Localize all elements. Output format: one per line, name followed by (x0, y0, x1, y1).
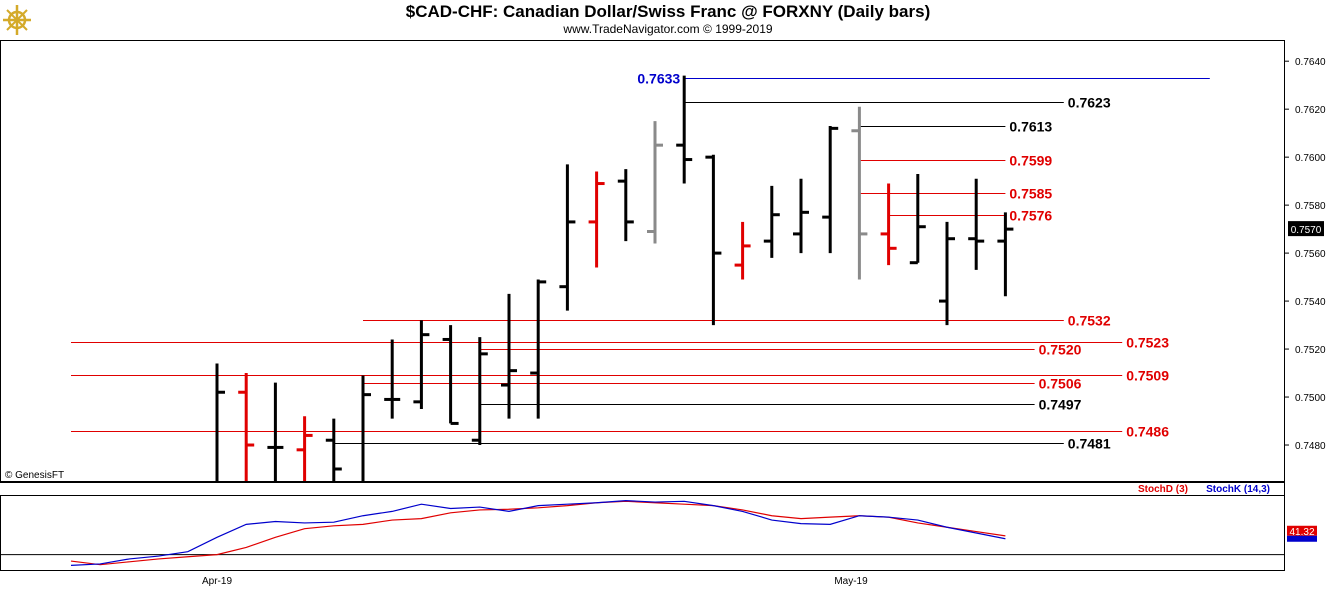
ohlc-bar (588, 171, 605, 268)
indicator-last-tag: 41.32 (1287, 525, 1317, 542)
ohlc-bar (530, 279, 547, 419)
ohlc-bar (676, 75, 693, 184)
stochk-tag (1287, 535, 1317, 542)
copyright-text: © GenesisFT (5, 470, 64, 481)
level-label: 0.7599 (1009, 153, 1052, 169)
level-label: 0.7613 (1009, 119, 1052, 135)
y-tick-label: 0.7600 (1295, 153, 1326, 164)
x-label-may: May-19 (834, 576, 868, 587)
ohlc-bar (968, 178, 985, 270)
stochd-line (70, 500, 1006, 566)
ohlc-bar (734, 221, 751, 280)
ohlc-bar (238, 373, 255, 481)
ohlc-bar (939, 221, 955, 326)
stochk-line (70, 499, 1006, 566)
level-label: 0.7633 (637, 71, 680, 87)
ohlc-bar (997, 212, 1014, 297)
level-label: 0.7623 (1068, 95, 1111, 111)
stochd-tag (1287, 525, 1317, 536)
ohlc-bar (763, 185, 780, 258)
price-axis: 0.7640 0.7620 0.7600 0.7580 0.7560 0.7540 0.75… (1284, 57, 1326, 452)
x-label-apr: Apr-19 (202, 576, 232, 587)
level-label: 0.7486 (1126, 424, 1169, 440)
ohlc-bar (705, 154, 722, 326)
y-tick-label: 0.7560 (1295, 249, 1326, 260)
level-label: 0.7481 (1068, 436, 1111, 452)
legend-stochd: StochD (3) (1138, 484, 1188, 495)
ohlc-bar (296, 416, 313, 481)
y-tick-label: 0.7500 (1295, 393, 1326, 404)
ohlc-bar (851, 106, 868, 280)
chart-title: $CAD-CHF: Canadian Dollar/Swiss Franc @ … (406, 2, 931, 21)
ohlc-bar (267, 382, 284, 481)
indicator-panel-frame (0, 495, 1285, 571)
ohlc-bar (501, 293, 517, 419)
ohlc-bar (909, 173, 926, 265)
last-price-label: 0.7570 (1291, 225, 1322, 236)
y-tick-label: 0.7480 (1295, 441, 1326, 452)
ohlc-bar (617, 169, 634, 242)
ohlc-bar (822, 125, 839, 254)
ohlc-bar (559, 164, 576, 311)
logo (3, 5, 31, 35)
ohlc-bar (384, 339, 401, 419)
ohlc-bar (325, 418, 342, 481)
y-tick-label: 0.7640 (1295, 57, 1326, 68)
ship-wheel-icon (3, 5, 31, 35)
level-label: 0.7585 (1009, 186, 1052, 202)
ohlc-bar (880, 183, 897, 266)
ohlc-bar (647, 121, 663, 244)
ohlc-bar (471, 337, 488, 446)
stochastic-lines: 5041.32 (1, 499, 1317, 566)
level-label: 0.7520 (1039, 342, 1082, 358)
y-tick-label: 0.7520 (1295, 345, 1326, 356)
level-lines: 0.7633 0.7623 0.7613 0.7599 0.7585 0.7576 0.75… (71, 71, 1210, 452)
last-price-tag: 0.7570 (1288, 221, 1324, 237)
legend-stochk: StochK (14,3) (1206, 484, 1270, 495)
level-label: 0.7506 (1039, 376, 1082, 392)
level-label: 0.7497 (1039, 397, 1082, 413)
y-tick-label: 0.7620 (1295, 105, 1326, 116)
ohlc-bar (442, 325, 459, 425)
level-label: 0.7509 (1126, 368, 1169, 384)
ohlc-bar (413, 320, 430, 410)
level-label: 0.7576 (1009, 208, 1052, 224)
ohlc-bar (361, 375, 371, 481)
level-label: 0.7532 (1068, 313, 1111, 329)
chart-subtitle: www.TradeNavigator.com © 1999-2019 (562, 22, 772, 36)
indicator-last-value: 41.32 (1289, 527, 1314, 538)
y-tick-label: 0.7540 (1295, 297, 1326, 308)
y-tick-label: 0.7580 (1295, 201, 1326, 212)
ohlc-bar (793, 178, 809, 254)
ohlc-bars (215, 75, 1014, 481)
level-label: 0.7523 (1126, 335, 1169, 351)
ohlc-bar (215, 363, 225, 481)
